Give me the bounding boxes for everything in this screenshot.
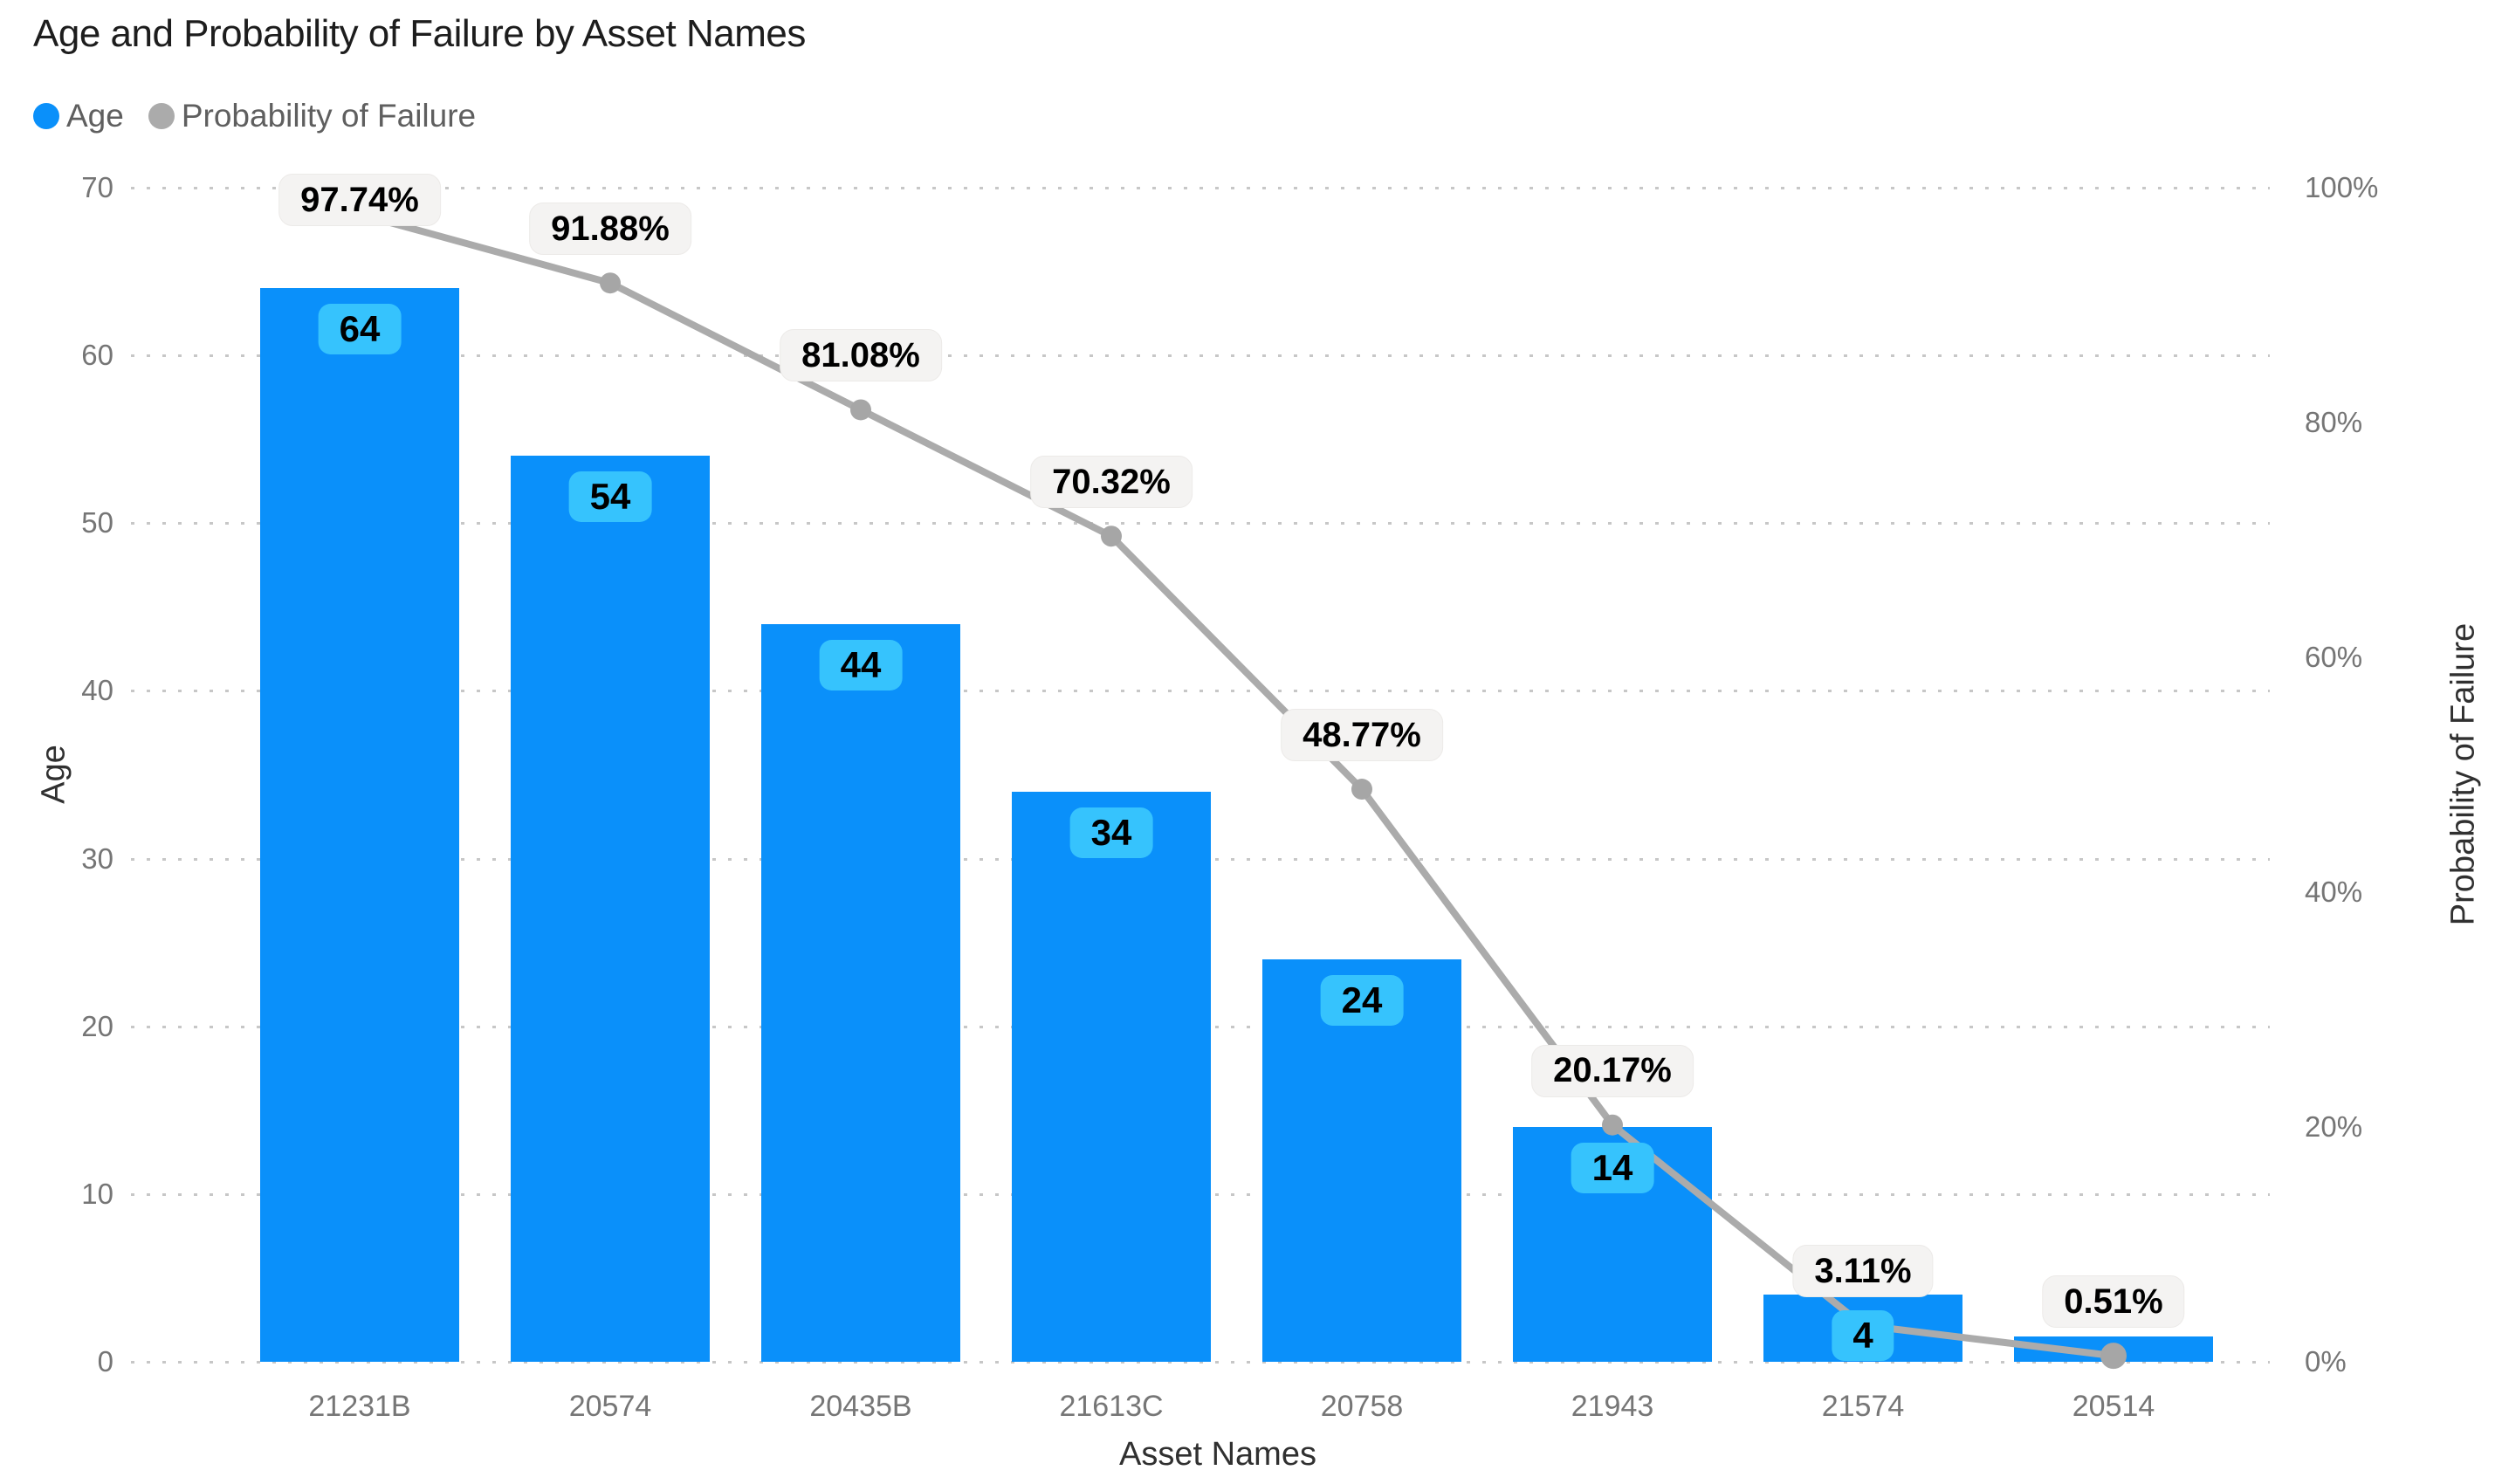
- x-axis-category-label: 20574: [568, 1390, 652, 1423]
- gridline: [131, 1361, 2270, 1364]
- y-axis-left-tick-label: 0: [97, 1345, 113, 1378]
- x-axis-title: Asset Names: [1119, 1436, 1316, 1473]
- y-axis-left-tick-label: 40: [81, 674, 113, 707]
- legend-item-probability[interactable]: Probability of Failure: [148, 98, 476, 134]
- x-axis-category-label: 20758: [1320, 1390, 1404, 1423]
- y-axis-left-tick-label: 10: [81, 1177, 113, 1210]
- x-axis-category-label: 21231B: [308, 1390, 411, 1423]
- x-axis-category-label: 20435B: [809, 1390, 912, 1423]
- legend-probability-dot-icon: [148, 103, 175, 129]
- y-axis-right-tick-label: 20%: [2305, 1110, 2363, 1143]
- legend-probability-label: Probability of Failure: [181, 98, 477, 134]
- y-axis-right-tick-label: 60%: [2305, 641, 2363, 673]
- bar-20514[interactable]: [2014, 1336, 2213, 1362]
- y-axis-right-tick-label: 100%: [2305, 171, 2379, 203]
- y-axis-left-tick-label: 20: [81, 1009, 113, 1042]
- legend-age-dot-icon: [33, 103, 59, 129]
- x-axis-category-label: 21613C: [1059, 1390, 1164, 1423]
- bar-20758[interactable]: [1262, 958, 1461, 1362]
- y-axis-left-tick-label: 30: [81, 842, 113, 875]
- x-axis-category-label: 21574: [1821, 1390, 1905, 1423]
- chart-title: Age and Probability of Failure by Asset …: [33, 12, 806, 55]
- bar-21231B[interactable]: [260, 288, 459, 1362]
- legend: Age Probability of Failure: [33, 98, 476, 134]
- y-axis-right-tick-label: 80%: [2305, 406, 2363, 438]
- y-axis-left-tick-label: 50: [81, 506, 113, 539]
- bar-21943[interactable]: [1513, 1127, 1712, 1362]
- gridline: [131, 187, 2270, 189]
- bar-20435B[interactable]: [761, 623, 960, 1362]
- x-axis-category-label: 21943: [1571, 1390, 1654, 1423]
- bar-21574[interactable]: [1763, 1295, 1962, 1362]
- x-axis-category-label: 20514: [2072, 1390, 2155, 1423]
- legend-item-age[interactable]: Age: [33, 98, 124, 134]
- y-axis-right-tick-label: 0%: [2305, 1345, 2347, 1378]
- legend-age-label: Age: [66, 98, 124, 134]
- y-axis-left-tick-label: 60: [81, 339, 113, 372]
- bar-21613C[interactable]: [1012, 791, 1211, 1362]
- y-axis-left-tick-label: 70: [81, 171, 113, 203]
- bar-20574[interactable]: [511, 456, 710, 1362]
- y-axis-right-tick-label: 40%: [2305, 876, 2363, 908]
